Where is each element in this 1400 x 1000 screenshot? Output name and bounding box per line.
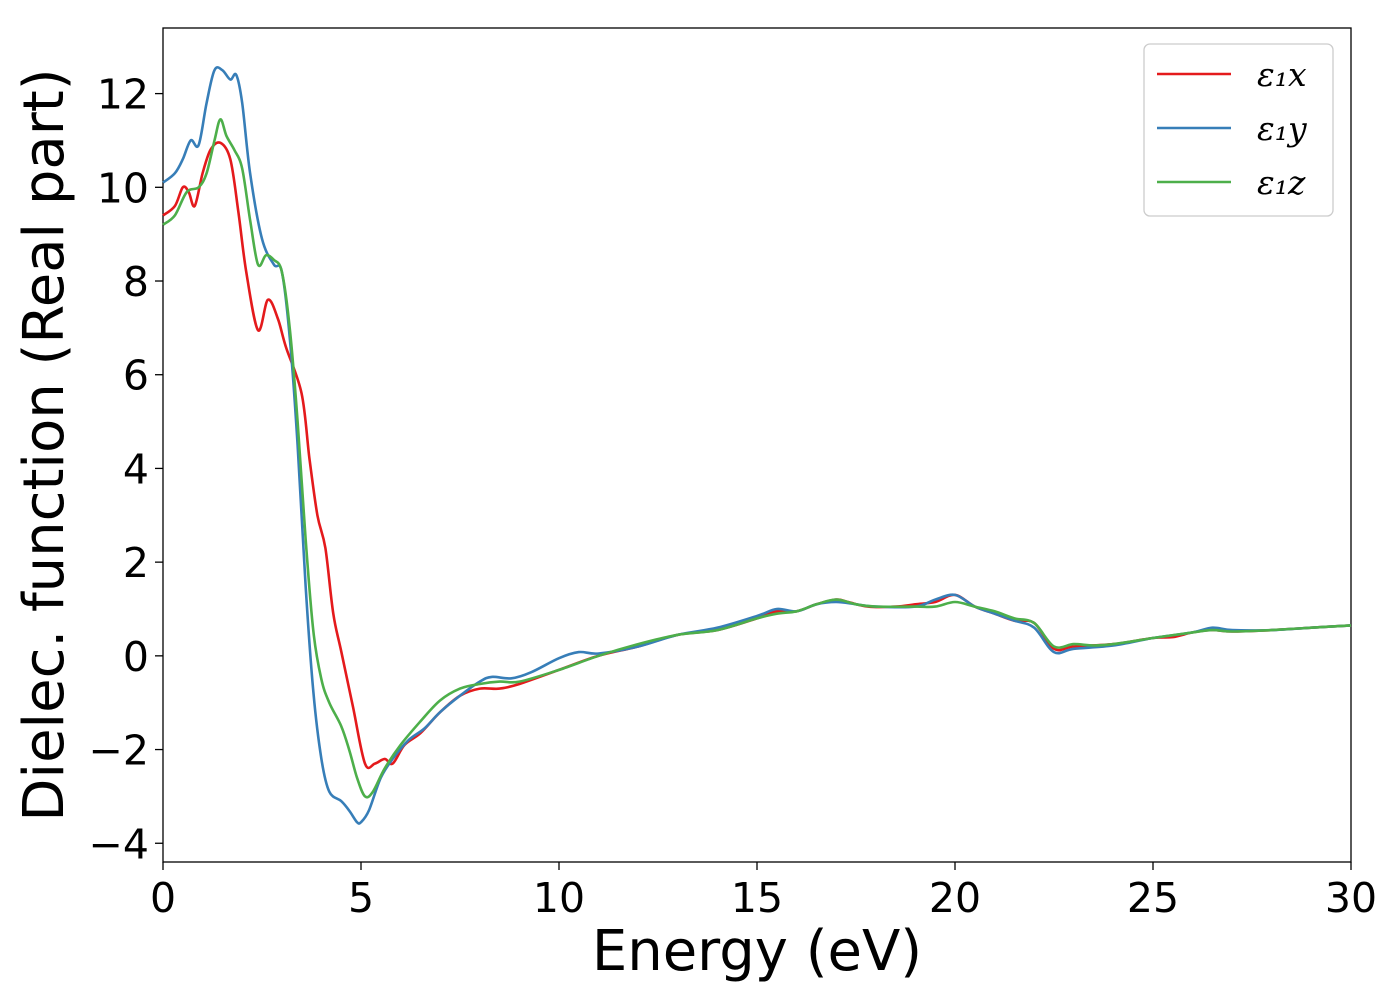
y-axis-ticks: −4 −2 0 2 4 6 8 10 12 [89,71,163,868]
y-tick-label: −2 [89,727,149,775]
x-axis-label: Energy (eV) [592,919,922,984]
legend-label: ε₁y [1257,109,1307,148]
y-tick-label: 10 [97,164,149,212]
y-tick-label: 12 [97,71,149,119]
x-tick-label: 0 [150,874,176,922]
y-tick-label: 6 [123,352,149,400]
y-tick-label: 4 [123,445,149,493]
y-tick-label: 0 [123,633,149,681]
series-lines [162,66,1352,825]
legend-label: ε₁x [1257,55,1307,94]
x-tick-label: 10 [533,874,585,922]
x-axis-ticks: 0 5 10 15 20 25 30 [150,862,1377,922]
x-tick-label: 25 [1127,874,1179,922]
legend-label: ε₁z [1257,163,1306,202]
legend: ε₁x ε₁y ε₁z [1143,43,1334,217]
y-axis-label: Dielec. function (Real part) [12,68,77,821]
y-tick-label: −4 [89,820,149,868]
x-tick-label: 30 [1325,874,1377,922]
legend-box [1143,43,1334,217]
y-tick-label: 2 [123,539,149,587]
x-tick-label: 20 [929,874,981,922]
x-tick-label: 5 [348,874,374,922]
series-line-2 [162,66,1352,825]
series-line-3 [162,118,1352,799]
x-tick-label: 15 [731,874,783,922]
y-tick-label: 8 [123,258,149,306]
